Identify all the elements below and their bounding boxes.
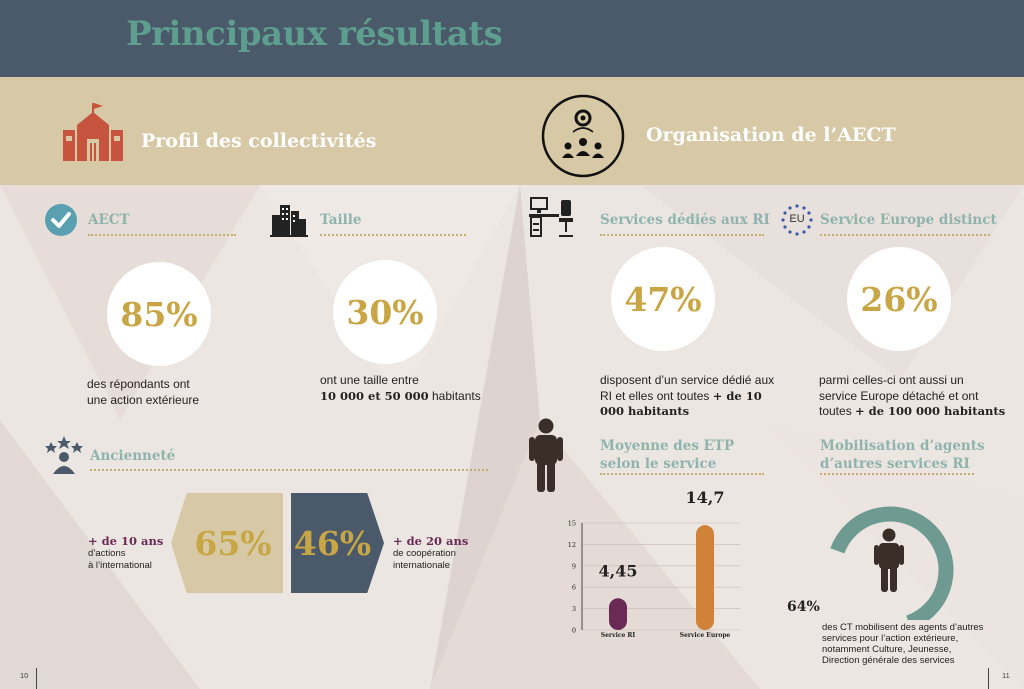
anciennete-right-desc-line2: internationale bbox=[393, 559, 451, 571]
page-right-marker bbox=[988, 668, 989, 689]
mobilisation-description: des CT mobilisent des agents d’autres se… bbox=[822, 622, 983, 666]
service-europe-divider bbox=[820, 234, 990, 236]
mobilisation-divider bbox=[820, 473, 974, 475]
mobilisation-title: Mobilisation d’agents d’autres services … bbox=[820, 437, 985, 473]
organisation-icon bbox=[541, 94, 625, 178]
aect-divider bbox=[88, 234, 236, 236]
category-label: Service RI bbox=[601, 632, 636, 639]
bar bbox=[696, 525, 714, 630]
mobilisation-gauge bbox=[830, 506, 954, 620]
mobilisation-desc-line4: Direction générale des services bbox=[822, 655, 955, 666]
anciennete-title: Ancienneté bbox=[90, 448, 176, 464]
office-desk-icon bbox=[529, 197, 573, 237]
service-europe-desc-line1: parmi celles-ci ont aussi un bbox=[819, 373, 964, 387]
people-stars-icon bbox=[45, 436, 83, 474]
service-europe-value: 26% bbox=[847, 247, 951, 351]
service-europe-title: Service Europe distinct bbox=[820, 212, 997, 228]
mobilisation-desc-line1: des CT mobilisent des agents d’autres bbox=[822, 622, 984, 633]
right-band-title: Organisation de l’AECT bbox=[646, 124, 896, 146]
left-band-title: Profil des collectivités bbox=[141, 130, 377, 152]
aect-title: AECT bbox=[88, 212, 130, 228]
anciennete-divider bbox=[90, 469, 488, 471]
taille-desc-line2: 10 000 et 50 000 habitants bbox=[320, 389, 481, 405]
service-europe-desc-line3a: toutes bbox=[819, 404, 856, 418]
anciennete-right-label-text: + de 20 ans bbox=[393, 534, 469, 548]
mobilisation-title-line2: d’autres services RI bbox=[820, 456, 970, 472]
page-number-right: 11 bbox=[1002, 671, 1010, 680]
y-tick-label: 6 bbox=[572, 584, 576, 592]
anciennete-left-label: + de 10 ans bbox=[88, 534, 163, 548]
taille-desc-rest: habitants bbox=[428, 388, 481, 403]
checkmark-icon bbox=[45, 204, 77, 236]
taille-title: Taille bbox=[320, 212, 362, 228]
y-tick-label: 12 bbox=[568, 541, 576, 549]
etp-divider bbox=[600, 473, 764, 475]
taille-description: ont une taille entre 10 000 et 50 000 ha… bbox=[320, 373, 481, 404]
mobilisation-desc-line2: services pour l’action extérieure, bbox=[822, 633, 959, 644]
city-buildings-icon bbox=[270, 205, 308, 237]
page-header: Principaux résultats bbox=[0, 0, 1024, 77]
section-band bbox=[0, 77, 1024, 185]
services-ri-description: disposent d’un service dédié aux RI et e… bbox=[600, 373, 774, 420]
gauge-arc bbox=[830, 506, 954, 620]
etp-bar-chart: 0 3 6 9 12 15 4,45 Service RI 14,7 Service Europe bbox=[568, 490, 740, 639]
eu-badge-icon: EU bbox=[781, 204, 813, 236]
bar-value-label: 14,7 bbox=[686, 490, 725, 507]
page-title: Principaux résultats bbox=[126, 14, 503, 54]
anciennete-right-label: + de 20 ans bbox=[393, 534, 468, 548]
taille-desc-bold: 10 000 et 50 000 bbox=[320, 388, 429, 403]
mobilisation-title-line1: Mobilisation d’agents bbox=[820, 438, 985, 454]
town-hall-icon bbox=[63, 103, 123, 161]
services-ri-desc-line2b: + de 10 bbox=[712, 388, 762, 403]
anciennete-left-desc-line2: à l’international bbox=[88, 559, 152, 571]
aect-description: des répondants ont une action extérieure bbox=[87, 377, 199, 408]
services-ri-desc-line3b: 000 habitants bbox=[600, 404, 690, 418]
taille-desc-line1: ont une taille entre bbox=[320, 373, 419, 387]
service-europe-desc-line3b: + de 100 000 habitants bbox=[855, 404, 1006, 418]
services-ri-title: Services dédiés aux RI bbox=[600, 212, 770, 228]
services-ri-divider bbox=[600, 234, 764, 236]
anciennete-right-desc: de coopération internationale bbox=[393, 548, 456, 571]
anciennete-left-desc: d’actions à l’international bbox=[88, 548, 152, 571]
services-ri-desc-line2: RI et elles ont toutes + de 10 bbox=[600, 389, 774, 405]
anciennete-right-hexagon: 46% bbox=[291, 493, 384, 593]
service-europe-desc-line3: toutes + de 100 000 habitants bbox=[819, 404, 1005, 420]
anciennete-left-hexagon: 65% bbox=[171, 493, 283, 593]
category-label: Service Europe bbox=[680, 632, 731, 639]
y-tick-label: 15 bbox=[568, 520, 576, 528]
services-ri-desc-line1: disposent d’un service dédié aux bbox=[600, 373, 775, 387]
etp-title: Moyenne des ETP selon le service bbox=[600, 437, 734, 473]
page-number-left: 10 bbox=[20, 671, 29, 680]
anciennete-left-desc-line1: d’actions bbox=[88, 548, 126, 559]
eu-badge-text: EU bbox=[789, 213, 805, 225]
y-tick-label: 0 bbox=[572, 627, 576, 635]
aect-value: 85% bbox=[107, 262, 211, 366]
y-tick-label: 3 bbox=[572, 605, 576, 613]
etp-title-line1: Moyenne des ETP bbox=[600, 438, 735, 454]
services-ri-desc-line3: 000 habitants bbox=[600, 404, 774, 420]
bar-value-label: 4,45 bbox=[599, 561, 638, 580]
anciennete-left-label-text: + de 10 ans bbox=[88, 534, 164, 548]
aect-desc-line2: une action extérieure bbox=[87, 392, 200, 407]
page-left-marker bbox=[36, 668, 37, 689]
service-europe-description: parmi celles-ci ont aussi un service Eur… bbox=[819, 373, 1005, 420]
services-ri-desc-line2a: RI et elles ont toutes bbox=[600, 388, 713, 403]
mobilisation-desc-line3: notamment Culture, Jeunesse, bbox=[822, 644, 952, 655]
person-icon bbox=[529, 418, 563, 492]
bar bbox=[609, 598, 627, 630]
services-ri-value: 47% bbox=[611, 247, 715, 351]
anciennete-right-desc-line1: de coopération bbox=[393, 548, 456, 559]
service-europe-desc-line2: service Europe détaché et ont bbox=[819, 388, 979, 403]
y-tick-label: 9 bbox=[572, 562, 576, 570]
person-icon bbox=[874, 528, 904, 592]
taille-divider bbox=[320, 234, 466, 236]
taille-value: 30% bbox=[333, 260, 437, 364]
aect-desc-line1: des répondants ont bbox=[87, 377, 190, 391]
etp-title-line2: selon le service bbox=[600, 456, 717, 472]
mobilisation-value: 64% bbox=[787, 599, 820, 615]
